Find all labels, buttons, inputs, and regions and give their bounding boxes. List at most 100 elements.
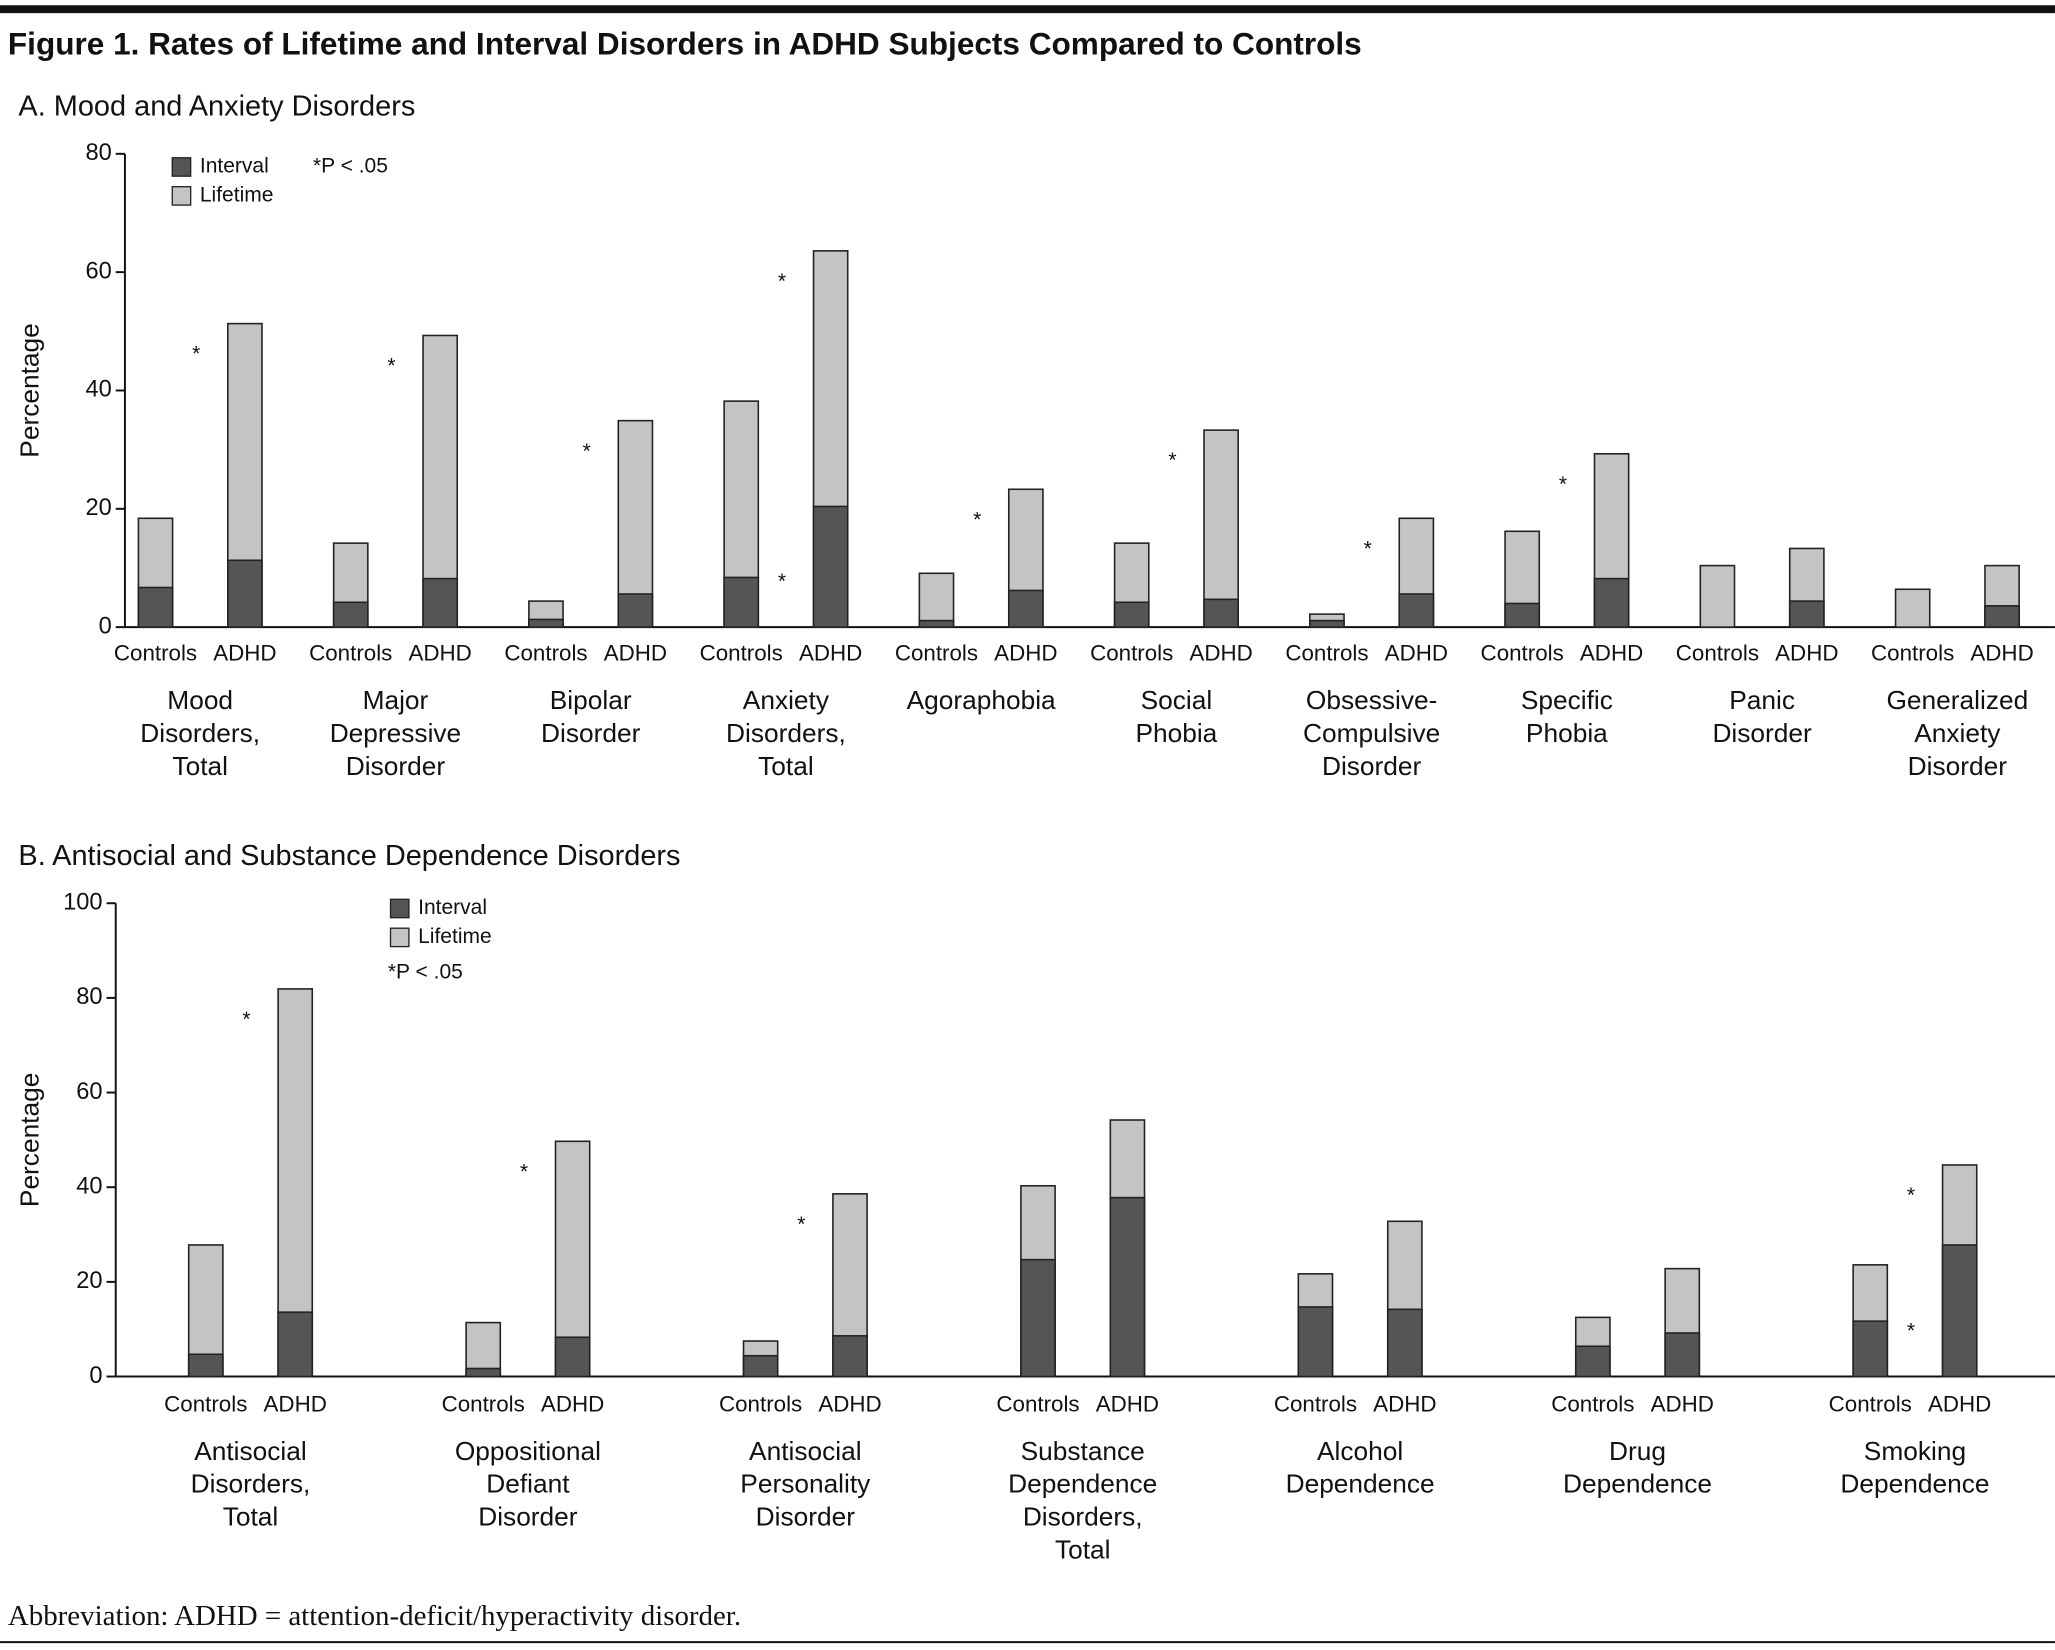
interval-bar <box>1297 1306 1334 1378</box>
lifetime-bar <box>1894 588 1931 628</box>
category-label: Oppositional Defiant Disorder <box>455 1436 601 1532</box>
lifetime-bar <box>1203 429 1239 628</box>
y-axis-label: Percentage <box>15 1073 45 1207</box>
significance-note: *P < .05 <box>313 155 388 178</box>
category-label: Agoraphobia <box>907 685 1056 715</box>
interval-bar <box>1664 1332 1701 1378</box>
y-tick-label: 40 <box>85 377 111 403</box>
lifetime-significance: * <box>520 1160 528 1183</box>
group-label: ADHD <box>1970 641 2033 666</box>
interval-bar <box>742 1354 779 1378</box>
lifetime-bar <box>1699 564 1736 628</box>
interval-bar <box>554 1336 591 1378</box>
group-label: ADHD <box>1096 1391 1159 1416</box>
interval-bar <box>918 619 955 628</box>
lifetime-significance: * <box>1907 1184 1915 1207</box>
interval-bar <box>422 577 459 628</box>
category-label: Mood Disorders, Total <box>140 685 260 781</box>
group-label: Controls <box>1274 1391 1357 1416</box>
lifetime-significance: * <box>583 440 591 463</box>
interval-bar <box>1386 1308 1423 1378</box>
category-label: Obsessive-Compulsive Disorder <box>1303 685 1440 781</box>
group-label: ADHD <box>818 1391 881 1416</box>
category-label: Major Depressive Disorder <box>330 685 461 781</box>
legend-label: Lifetime <box>418 925 492 948</box>
interval-bar <box>1941 1244 1978 1378</box>
group-label: Controls <box>442 1391 525 1416</box>
significance-note: *P < .05 <box>388 960 463 983</box>
group-label: ADHD <box>1373 1391 1436 1416</box>
group-label: Controls <box>1090 641 1173 666</box>
category-label: Generalized Anxiety Disorder <box>1886 685 2028 781</box>
category-label: Drug Dependence <box>1563 1436 1712 1499</box>
y-tick-label: 20 <box>85 495 111 521</box>
group-label: ADHD <box>1928 1391 1991 1416</box>
group-label: ADHD <box>264 1391 327 1416</box>
interval-bar <box>617 593 654 628</box>
lifetime-significance: * <box>778 270 786 293</box>
group-label: ADHD <box>799 641 862 666</box>
category-label: Panic Disorder <box>1712 685 1812 748</box>
interval-significance: * <box>778 570 786 593</box>
lifetime-significance: * <box>387 355 395 378</box>
group-label: ADHD <box>1651 1391 1714 1416</box>
group-label: Controls <box>504 641 587 666</box>
footnote: Abbreviation: ADHD = attention-deficit/h… <box>8 1600 741 1632</box>
category-label: Antisocial Personality Disorder <box>740 1436 871 1532</box>
category-label: Smoking Dependence <box>1840 1436 1989 1499</box>
interval-bar <box>723 576 760 628</box>
interval-bar <box>1020 1258 1056 1378</box>
interval-bar <box>1109 1196 1146 1378</box>
interval-bar <box>1504 602 1541 628</box>
y-tick-label: 20 <box>76 1268 102 1294</box>
group-label: Controls <box>1829 1391 1912 1416</box>
interval-bar <box>1203 598 1239 628</box>
group-label: Controls <box>895 641 978 666</box>
y-tick-label: 80 <box>76 984 102 1010</box>
group-label: Controls <box>114 641 197 666</box>
group-label: Controls <box>1871 641 1954 666</box>
group-label: ADHD <box>994 641 1057 666</box>
lifetime-significance: * <box>1559 473 1567 496</box>
panel-title: B. Antisocial and Substance Dependence D… <box>18 840 680 872</box>
top-rule <box>0 5 2055 14</box>
interval-bar <box>1007 589 1044 628</box>
legend-label: Lifetime <box>200 183 274 206</box>
interval-bar <box>277 1311 314 1378</box>
category-label: Anxiety Disorders, Total <box>726 685 846 781</box>
group-label: Controls <box>1481 641 1564 666</box>
lifetime-bar <box>465 1321 502 1378</box>
panel-title: A. Mood and Anxiety Disorders <box>18 90 415 122</box>
y-axis-label: Percentage <box>15 323 45 457</box>
group-label: ADHD <box>1580 641 1643 666</box>
group-label: ADHD <box>1385 641 1448 666</box>
group-label: ADHD <box>1189 641 1252 666</box>
y-tick-label: 80 <box>85 140 111 166</box>
y-tick-label: 60 <box>76 1079 102 1105</box>
lifetime-significance: * <box>973 508 981 531</box>
interval-bar <box>1984 605 2020 628</box>
category-label: Bipolar Disorder <box>541 685 641 748</box>
group-label: Controls <box>164 1391 247 1416</box>
lifetime-significance: * <box>1168 449 1176 472</box>
figure-title: Figure 1. Rates of Lifetime and Interval… <box>8 25 1362 61</box>
group-label: ADHD <box>541 1391 604 1416</box>
group-label: Controls <box>1285 641 1368 666</box>
y-tick-label: 40 <box>76 1173 102 1199</box>
group-label: ADHD <box>604 641 667 666</box>
interval-bar <box>1574 1345 1611 1378</box>
y-tick-label: 100 <box>63 889 102 915</box>
interval-bar <box>1113 601 1150 628</box>
lifetime-significance: * <box>797 1213 805 1236</box>
legend-swatch <box>171 186 192 206</box>
interval-bar <box>227 559 263 628</box>
category-label: Alcohol Dependence <box>1286 1436 1435 1499</box>
interval-bar <box>465 1367 502 1378</box>
y-tick-label: 0 <box>99 613 112 639</box>
group-label: ADHD <box>1775 641 1838 666</box>
y-tick-label: 0 <box>89 1363 102 1389</box>
legend-label: Interval <box>418 896 487 919</box>
legend-swatch <box>389 898 410 919</box>
lifetime-significance: * <box>1364 537 1372 560</box>
